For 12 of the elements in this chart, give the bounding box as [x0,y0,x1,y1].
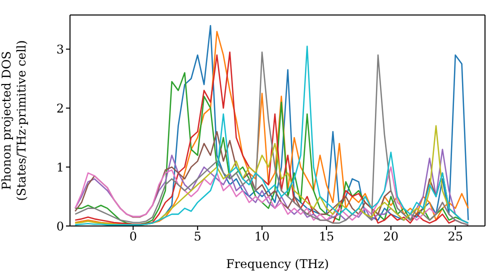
x-tick-label: 25 [448,230,463,244]
x-tick-label: 10 [254,230,270,244]
x-tick-label: 20 [383,230,399,244]
x-axis-title: Frequency (THz) [226,257,329,271]
y-tick-label: 3 [56,42,64,56]
y-tick-label: 0 [56,219,64,234]
x-tick-label: 5 [194,230,202,244]
y-tick-label: 2 [56,101,64,116]
x-tick-label: 0 [129,230,137,244]
y-tick-label: 1 [56,160,64,174]
x-tick-label: 15 [318,230,334,244]
y-axis-title: Phonon projected DOS (States/THz·primitive cell) [0,40,28,201]
